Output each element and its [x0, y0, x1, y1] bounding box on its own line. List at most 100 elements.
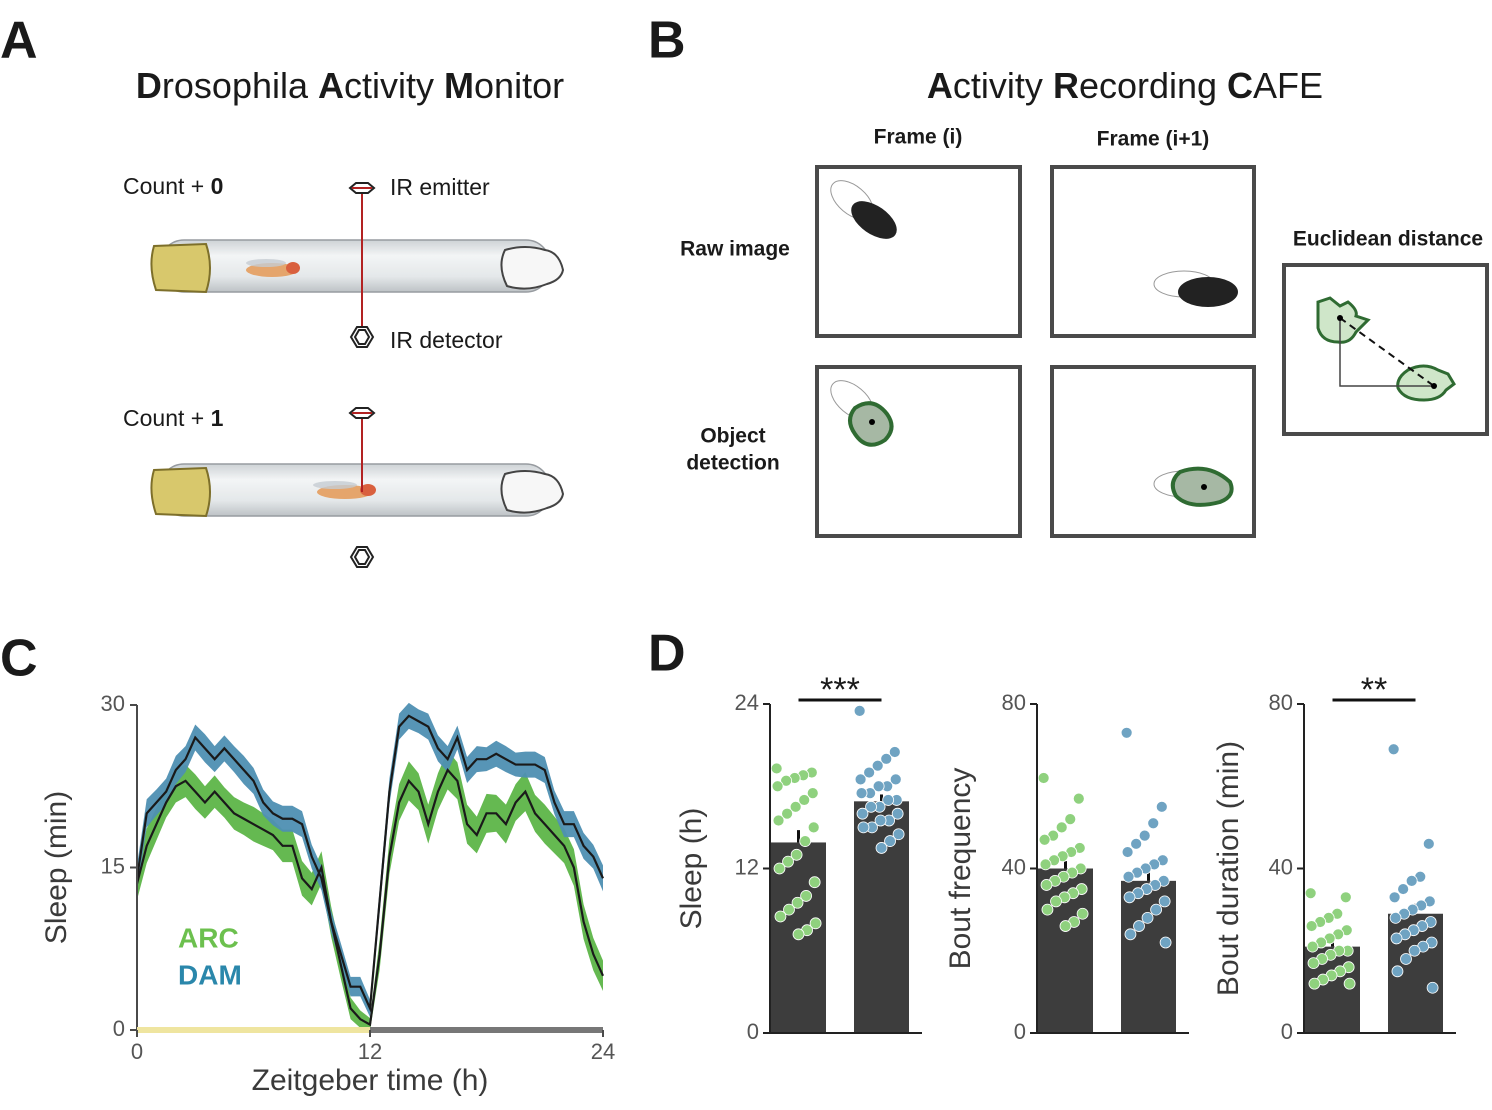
text-part: 1: [211, 405, 224, 431]
y-axis-label: Sleep (min): [40, 791, 73, 944]
data-point: [857, 821, 870, 834]
panel-label: A: [0, 12, 38, 70]
y-tick-label: 80: [1269, 690, 1293, 715]
data-point: [1390, 932, 1403, 945]
data-point: [773, 862, 786, 875]
text-part: Count +: [123, 405, 211, 431]
count-label: Count + 0: [123, 173, 223, 199]
data-point: [1121, 846, 1134, 858]
data-point: [1040, 879, 1053, 891]
data-point: [790, 848, 803, 861]
row-label: Raw image: [680, 238, 790, 261]
data-point: [874, 814, 887, 827]
ir-beam: [348, 182, 376, 568]
data-point: [875, 842, 888, 854]
data-point: [1405, 874, 1418, 887]
data-point: [807, 821, 820, 834]
y-tick-label: 30: [101, 691, 125, 716]
data-point: [772, 814, 785, 827]
y-tick-label: 80: [1002, 690, 1026, 715]
data-point: [1138, 829, 1151, 842]
data-point: [1133, 920, 1145, 932]
data-point: [783, 903, 795, 916]
data-point: [808, 876, 821, 889]
data-point: [1343, 977, 1356, 990]
data-point: [1305, 920, 1318, 932]
text-part: Count +: [123, 173, 211, 199]
data-point: [888, 746, 901, 758]
data-point: [872, 780, 885, 793]
data-point: [1055, 821, 1068, 834]
data-point: [1158, 895, 1171, 908]
y-tick-label: 24: [735, 690, 759, 715]
data-point: [1422, 837, 1435, 850]
data-point: [1397, 883, 1410, 895]
y-tick-label: 40: [1269, 854, 1293, 879]
data-point: [1391, 965, 1404, 978]
data-point: [1159, 936, 1172, 949]
light-phase: [137, 1027, 370, 1033]
y-tick-label: 0: [1281, 1019, 1293, 1044]
count-label: Count + 1: [123, 405, 224, 431]
data-point: [1124, 928, 1137, 941]
text-part: [308, 65, 318, 106]
data-point: [806, 787, 819, 800]
data-point: [855, 787, 868, 800]
data-point: [1037, 772, 1050, 784]
text-part: AFE: [1253, 65, 1323, 106]
data-point: [856, 807, 869, 820]
x-tick-label: 0: [131, 1039, 143, 1064]
panel-title: Drosophila Activity Monitor: [136, 65, 564, 106]
data-point: [1306, 940, 1319, 953]
data-point: [1387, 743, 1400, 756]
text-part: rosophila: [162, 65, 309, 106]
data-point: [863, 766, 876, 779]
significance-label: ***: [820, 671, 860, 709]
data-point: [774, 910, 787, 923]
data-point: [1150, 903, 1162, 916]
data-point: [780, 774, 793, 787]
frame-label: Frame (i+1): [1097, 128, 1210, 151]
data-point: [1388, 891, 1401, 904]
data-point: [1304, 887, 1317, 900]
data-point: [1408, 944, 1421, 957]
data-point: [809, 917, 822, 930]
data-point: [1122, 870, 1135, 883]
frame-label: Frame (i): [874, 126, 963, 149]
text-part: 0: [211, 173, 224, 199]
data-point: [1123, 891, 1136, 904]
data-point: [891, 807, 904, 820]
y-tick-label: 0: [1014, 1019, 1026, 1044]
text-part: D: [136, 65, 162, 106]
tube-bottom: [150, 463, 565, 518]
text-part: C: [1227, 65, 1253, 106]
data-point: [1064, 813, 1077, 826]
y-axis-label: Bout duration (min): [1212, 741, 1245, 996]
y-axis-label: Bout frequency: [944, 768, 977, 970]
frames: [815, 165, 1489, 538]
data-point: [781, 807, 793, 820]
data-point: [865, 800, 877, 813]
line: [135, 714, 605, 1013]
x-tick-label: 24: [591, 1039, 615, 1064]
text-part: A: [927, 65, 953, 106]
row-label: detection: [686, 452, 779, 475]
dark-phase: [370, 1027, 603, 1033]
data-point: [871, 759, 884, 772]
text-part: R: [1053, 65, 1079, 106]
text-part: [434, 65, 444, 106]
text-part: [1217, 65, 1227, 106]
x-axis-label: Zeitgeber time (h): [252, 1064, 489, 1097]
detector-label: IR detector: [390, 327, 503, 353]
data-point: [1130, 837, 1143, 850]
text-part: [1043, 65, 1053, 106]
data-point: [792, 928, 805, 941]
data-point: [1147, 817, 1160, 830]
distance-label: Euclidean distance: [1293, 228, 1483, 251]
data-point: [799, 835, 812, 847]
text-part: onitor: [474, 65, 564, 106]
data-point: [1041, 903, 1054, 916]
data-point: [1308, 977, 1321, 990]
error-band: [137, 750, 603, 1032]
